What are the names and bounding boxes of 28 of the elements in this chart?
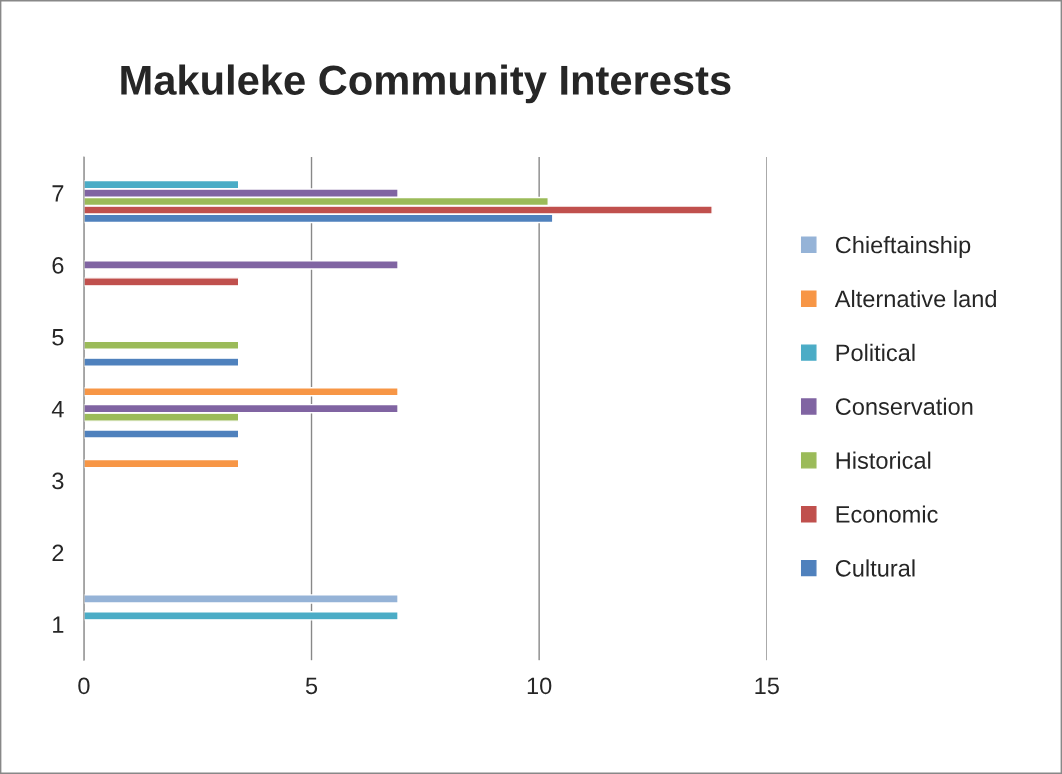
legend-label: Chieftainship xyxy=(835,236,971,259)
legend-label: Cultural xyxy=(835,559,915,577)
chart-title: Makuleke Community Interests xyxy=(121,64,731,104)
y-tick-label: 4 xyxy=(51,400,64,418)
x-tick-label: 15 xyxy=(755,677,779,695)
y-tick-label: 7 xyxy=(52,185,64,202)
x-tick-label: 0 xyxy=(78,677,90,695)
y-tick-label: 6 xyxy=(52,257,64,274)
x-tick-label: 5 xyxy=(305,677,318,695)
y-tick-label: 2 xyxy=(52,544,64,561)
bar xyxy=(83,429,240,439)
bar xyxy=(83,611,399,621)
y-tick-label: 3 xyxy=(52,472,64,490)
y-tick-label: 5 xyxy=(52,329,64,346)
bar xyxy=(83,387,399,397)
legend-label: Historical xyxy=(836,451,931,469)
bar xyxy=(83,357,240,367)
legend-label: Alternative land xyxy=(834,289,996,308)
bar xyxy=(83,458,240,469)
bar xyxy=(83,594,399,604)
bar xyxy=(83,340,240,350)
legend-label: Conservation xyxy=(835,397,973,416)
legend-label: Political xyxy=(836,343,915,362)
bar xyxy=(83,277,240,287)
y-tick-label: 1 xyxy=(53,616,64,633)
bar xyxy=(83,260,399,270)
x-tick-label: 10 xyxy=(527,677,552,695)
legend-label: Economic xyxy=(836,505,938,523)
